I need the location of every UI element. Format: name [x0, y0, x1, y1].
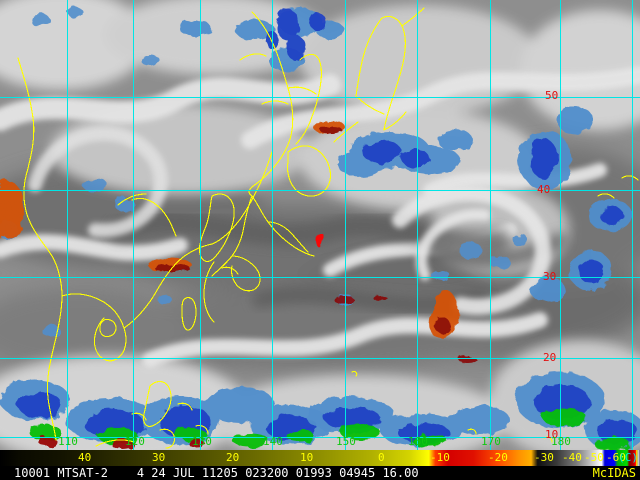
gridline-vertical — [490, 0, 491, 450]
longitude-label-130: 130 — [192, 435, 212, 448]
latitude-label-40: 40 — [537, 183, 551, 196]
colorbar-tick-30: 30 — [152, 451, 166, 464]
latitude-label-50: 50 — [545, 89, 559, 102]
satellite-image-graphic — [0, 0, 640, 450]
gridline-vertical — [133, 0, 134, 450]
colorbar-tick-m60: -60 — [606, 451, 626, 464]
longitude-label-170: 170 — [481, 435, 501, 448]
longitude-label-180: 180 — [551, 435, 571, 448]
colorbar-tick-m30: -30 — [534, 451, 554, 464]
gridline-vertical — [272, 0, 273, 450]
gridline-vertical — [417, 0, 418, 450]
gridline-vertical — [345, 0, 346, 450]
colorbar-tick-m20: -20 — [488, 451, 508, 464]
gridline-horizontal — [0, 437, 640, 438]
gridline-horizontal — [0, 97, 640, 98]
colorbar-unit-label: (C) — [618, 451, 638, 464]
longitude-label-150: 150 — [336, 435, 356, 448]
gridline-vertical — [67, 0, 68, 450]
colorbar-tick-m40: -40 — [562, 451, 582, 464]
enhancement-colorbar[interactable] — [0, 450, 640, 466]
longitude-label-120: 120 — [125, 435, 145, 448]
satellite-image-canvas[interactable]: 50 40 30 20 10 110 120 130 140 150 160 1… — [0, 0, 640, 450]
latitude-label-10: 10 — [545, 428, 559, 441]
gridline-horizontal — [0, 277, 640, 278]
colorbar-tick-20: 20 — [226, 451, 240, 464]
longitude-label-140: 140 — [263, 435, 283, 448]
colorbar-tick-10: 10 — [300, 451, 314, 464]
colorbar-tick-m10: -10 — [430, 451, 450, 464]
colorbar-gradient — [0, 450, 640, 466]
latitude-label-30: 30 — [543, 270, 557, 283]
gridline-vertical — [200, 0, 201, 450]
mcidas-brand-label: McIDAS — [592, 466, 636, 480]
longitude-label-110: 110 — [58, 435, 78, 448]
longitude-label-160: 160 — [408, 435, 428, 448]
colorbar-tick-40: 40 — [78, 451, 92, 464]
gridline-horizontal — [0, 190, 640, 191]
status-bar-text: 10001 MTSAT-2 4 24 JUL 11205 023200 0199… — [14, 466, 419, 480]
colorbar-tick-m50: -50 — [584, 451, 604, 464]
gridline-vertical — [632, 0, 633, 450]
latitude-label-20: 20 — [543, 351, 557, 364]
gridline-vertical — [560, 0, 561, 450]
gridline-horizontal — [0, 358, 640, 359]
status-bar: 10001 MTSAT-2 4 24 JUL 11205 023200 0199… — [0, 466, 640, 480]
colorbar-tick-0: 0 — [378, 451, 385, 464]
